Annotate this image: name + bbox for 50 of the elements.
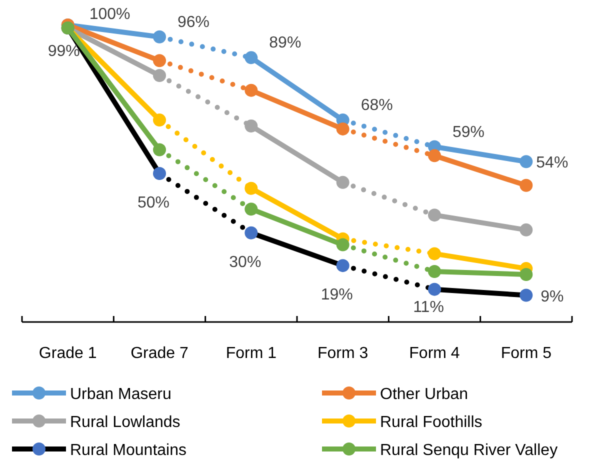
point bbox=[153, 30, 166, 44]
data-label: 50% bbox=[137, 194, 170, 212]
data-label: 19% bbox=[320, 286, 353, 304]
x-tick-label: Form 3 bbox=[317, 345, 368, 362]
point bbox=[428, 282, 441, 296]
point bbox=[428, 265, 441, 278]
data-label: 68% bbox=[360, 97, 393, 114]
x-tick-label: Form 1 bbox=[226, 345, 277, 362]
point bbox=[520, 288, 533, 302]
legend-label: Rural Foothills bbox=[380, 414, 482, 431]
point bbox=[336, 238, 350, 252]
point bbox=[520, 155, 533, 168]
point bbox=[520, 268, 533, 281]
point bbox=[244, 51, 258, 64]
data-label: 89% bbox=[269, 34, 302, 52]
point bbox=[336, 259, 350, 272]
legend-label: Other Urban bbox=[380, 386, 468, 403]
data-label: 11% bbox=[413, 299, 444, 316]
legend-label: Rural Mountains bbox=[70, 442, 186, 459]
point bbox=[153, 54, 166, 68]
data-label: 99% bbox=[48, 42, 80, 60]
point bbox=[244, 84, 258, 97]
point bbox=[244, 226, 258, 240]
point bbox=[244, 182, 258, 195]
legend-label: Rural Lowlands bbox=[70, 414, 180, 431]
point bbox=[153, 143, 166, 156]
x-tick-label: Form 5 bbox=[500, 345, 552, 362]
point bbox=[520, 223, 533, 236]
point bbox=[520, 178, 533, 192]
data-label: 96% bbox=[177, 14, 210, 31]
legend-label: Rural Senqu River Valley bbox=[380, 442, 558, 459]
point bbox=[428, 208, 441, 222]
point bbox=[153, 114, 166, 127]
point bbox=[428, 247, 441, 260]
point bbox=[428, 149, 441, 162]
data-label: 9% bbox=[540, 288, 564, 306]
x-tick-label: Form 4 bbox=[409, 345, 460, 362]
point bbox=[336, 122, 350, 136]
point bbox=[244, 119, 258, 132]
point bbox=[153, 68, 166, 82]
point bbox=[336, 176, 350, 189]
data-label: 30% bbox=[229, 254, 262, 271]
point bbox=[244, 202, 258, 216]
legend-label: Urban Maseru bbox=[70, 386, 172, 403]
x-tick-label: Grade 7 bbox=[130, 345, 189, 362]
x-tick-label: Grade 1 bbox=[38, 345, 97, 362]
data-label: 54% bbox=[536, 154, 568, 172]
data-label: 59% bbox=[452, 124, 485, 141]
point bbox=[153, 167, 166, 180]
data-label: 100% bbox=[89, 6, 130, 23]
